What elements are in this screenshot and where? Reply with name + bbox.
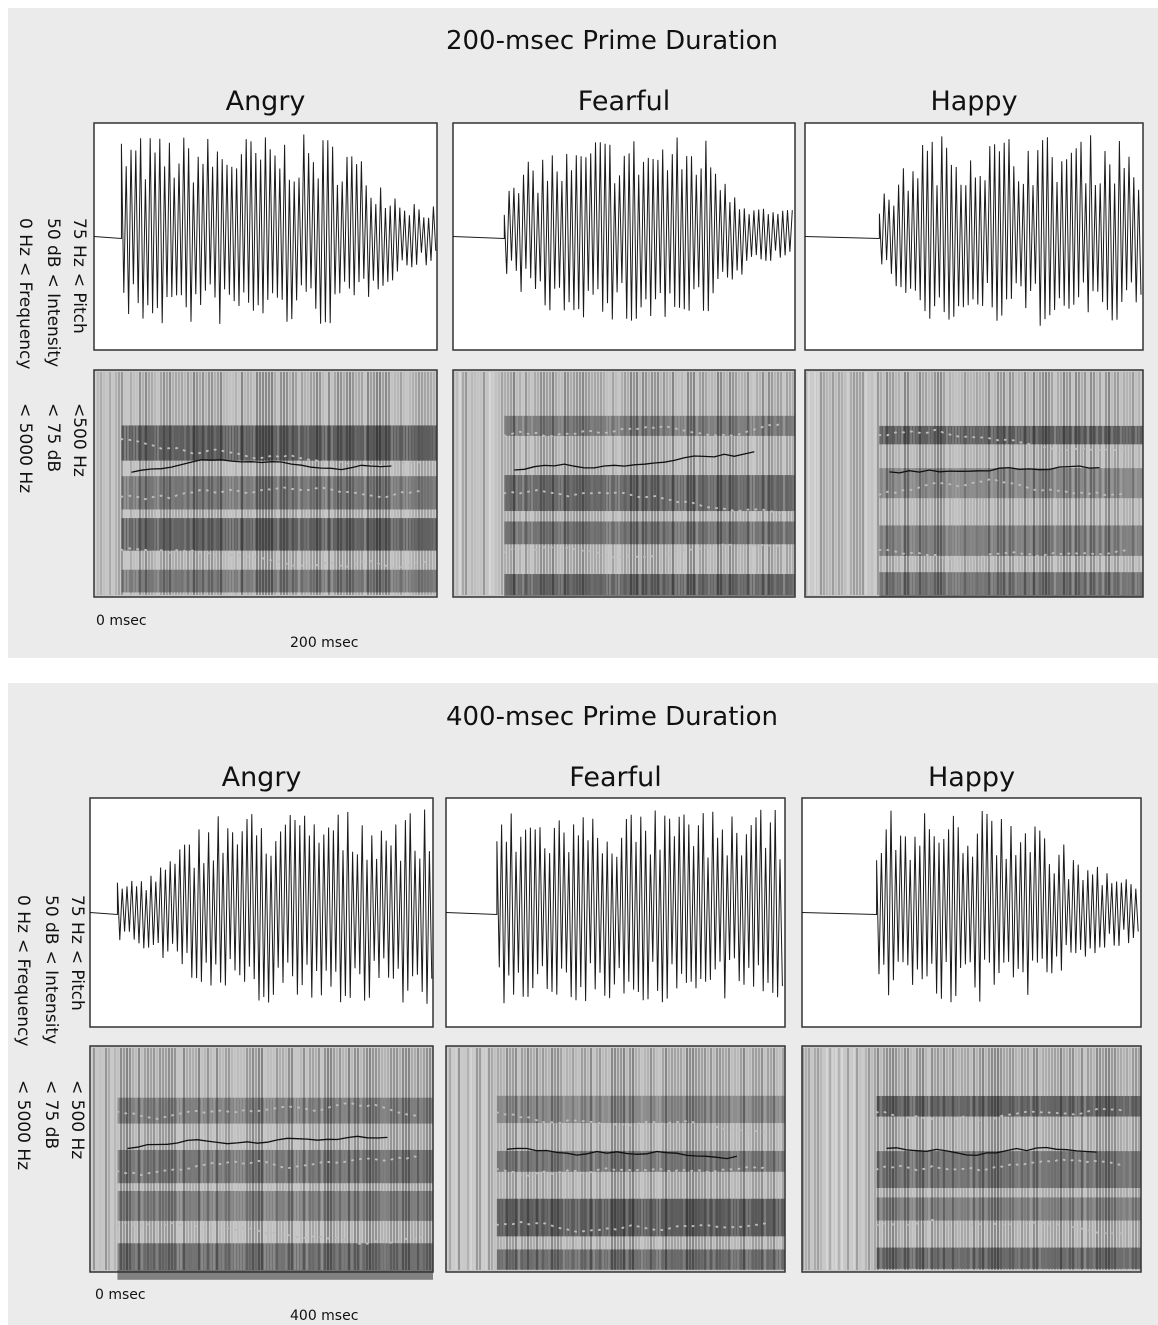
axis-high: <500 Hz: [69, 403, 89, 477]
column-title: Fearful: [569, 762, 661, 793]
column-title: Happy: [930, 86, 1017, 117]
axis-range-label: 0 Hz < Frequency: [15, 218, 35, 369]
axis-name: < Intensity: [43, 274, 63, 368]
axis-low: 0 Hz: [13, 895, 33, 933]
axis-low: 75 Hz: [67, 895, 87, 944]
column-title: Angry: [226, 86, 306, 117]
axis-high: < 75 dB: [41, 1080, 61, 1149]
axis-high: < 500 Hz: [67, 1080, 87, 1159]
formant-band: [877, 1096, 1141, 1117]
axis-low: 0 Hz: [15, 218, 35, 256]
panel-title: 400-msec Prime Duration: [446, 702, 778, 732]
axis-name: < Intensity: [41, 951, 61, 1045]
axis-name: < Frequency: [15, 262, 35, 369]
axis-range-label: 75 Hz < Pitch: [69, 218, 89, 334]
axis-low: 50 dB: [41, 895, 61, 945]
axis-range-label: 50 dB < Intensity: [41, 895, 61, 1044]
time-start: 0 msec: [96, 613, 147, 629]
formant-band: [877, 1197, 1141, 1220]
formant-band: [877, 1248, 1141, 1269]
axis-low: 75 Hz: [69, 218, 89, 267]
axis-name: < Frequency: [13, 939, 33, 1046]
axis-high: < 5000 Hz: [13, 1080, 33, 1170]
axis-high: < 5000 Hz: [15, 403, 35, 493]
axis-name: < Pitch: [67, 950, 87, 1011]
time-end: 200 msec: [290, 635, 358, 651]
axis-high: < 75 dB: [43, 403, 63, 472]
axis-range-label: 0 Hz < Frequency: [13, 895, 33, 1046]
column-title: Happy: [928, 762, 1015, 793]
time-end: 400 msec: [290, 1308, 358, 1324]
time-start: 0 msec: [95, 1287, 146, 1303]
axis-range-label: 75 Hz < Pitch: [67, 895, 87, 1011]
axis-low: 50 dB: [43, 218, 63, 268]
column-title: Fearful: [578, 86, 670, 117]
column-title: Angry: [222, 762, 302, 793]
axis-range-label: 50 dB < Intensity: [43, 218, 63, 367]
figure: 200-msec Prime Duration Angry Fearful Happy…: [0, 0, 1158, 1325]
axis-name: < Pitch: [69, 273, 89, 334]
panel-title: 200-msec Prime Duration: [446, 26, 778, 56]
